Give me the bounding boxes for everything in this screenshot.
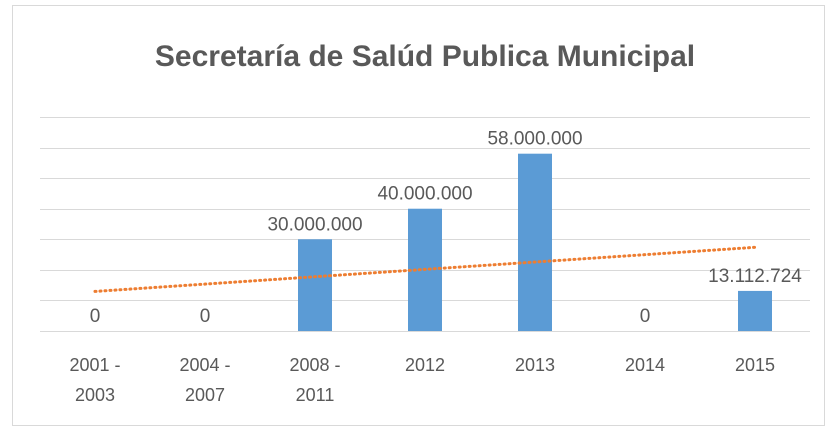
data-label: 0: [90, 306, 101, 327]
bar: [518, 153, 552, 331]
x-tick-label: 2013: [515, 355, 555, 375]
trendline: [93, 245, 757, 293]
x-tick-label: 2012: [405, 355, 445, 375]
x-tick-label: 2004 -2007: [179, 355, 230, 405]
x-tick-label: 2008 -2011: [289, 355, 340, 405]
bar: [298, 239, 332, 331]
data-label: 0: [640, 306, 651, 327]
chart-title: Secretaría de Salúd Publica Municipal: [155, 40, 695, 73]
data-label: 30.000.000: [267, 214, 362, 235]
x-tick-label: 2015: [735, 355, 775, 375]
data-label: 0: [200, 306, 211, 327]
bar: [738, 290, 772, 331]
data-label: 58.000.000: [487, 129, 582, 150]
x-tick-label: 2001 -2003: [69, 355, 120, 405]
data-label: 13.112.724: [708, 266, 802, 287]
data-label: 40.000.000: [377, 184, 472, 205]
x-tick-label: 2014: [625, 355, 665, 375]
